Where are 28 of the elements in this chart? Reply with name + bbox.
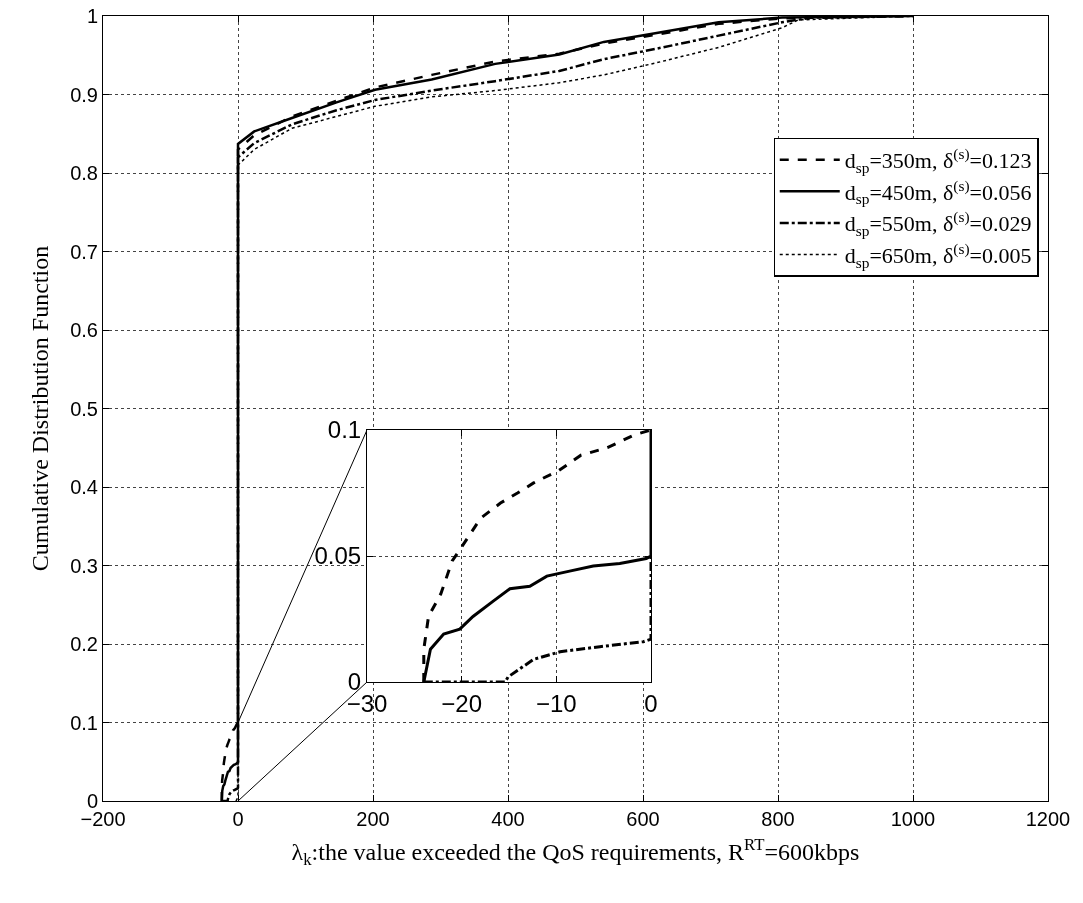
x-tick-label: 200 (356, 808, 390, 830)
x-tick-label: 1200 (1025, 808, 1071, 830)
x-tick-label: −10 (535, 689, 577, 717)
x-tick-label: 0 (232, 808, 244, 830)
x-tick-label: 800 (761, 808, 795, 830)
y-tick-label: 0.6 (70, 319, 98, 341)
legend-label: d$_{sp}$=450m, δ$^{(s)}$=0.056 (844, 176, 1032, 208)
x-tick-label: 1000 (890, 808, 936, 830)
x-tick-label: 0 (644, 689, 658, 717)
y-tick-label: 0.05 (314, 542, 362, 570)
x-axis-title: λ$_{k}$:the value exceeded the QoS requirements, R$^{RT}$=600kbps (291, 835, 860, 870)
y-tick-label: 0.2 (70, 633, 98, 655)
y-axis-title: Cumulative Distribution Function (27, 245, 54, 572)
legend-label: d$_{sp}$=650m, δ$^{(s)}$=0.005 (844, 239, 1032, 271)
y-tick-label: 0.4 (70, 476, 98, 498)
x-tick-label: −20 (441, 689, 483, 717)
x-tick-label: 400 (491, 808, 525, 830)
x-tick-label: 600 (626, 808, 660, 830)
y-tick-label: 0.9 (70, 83, 98, 106)
y-tick-label: 0.7 (70, 240, 98, 263)
y-tick-label: 0.5 (70, 397, 98, 420)
y-tick-label: 0.1 (70, 711, 98, 734)
y-tick-label: 0.8 (70, 162, 98, 184)
y-tick-label: 0.3 (70, 554, 98, 577)
legend-label: d$_{sp}$=550m, δ$^{(s)}$=0.029 (844, 208, 1032, 240)
y-tick-label: 1 (86, 5, 98, 27)
y-tick-label: 0.1 (327, 416, 362, 444)
legend-label: d$_{sp}$=350m, δ$^{(s)}$=0.123 (844, 145, 1032, 176)
